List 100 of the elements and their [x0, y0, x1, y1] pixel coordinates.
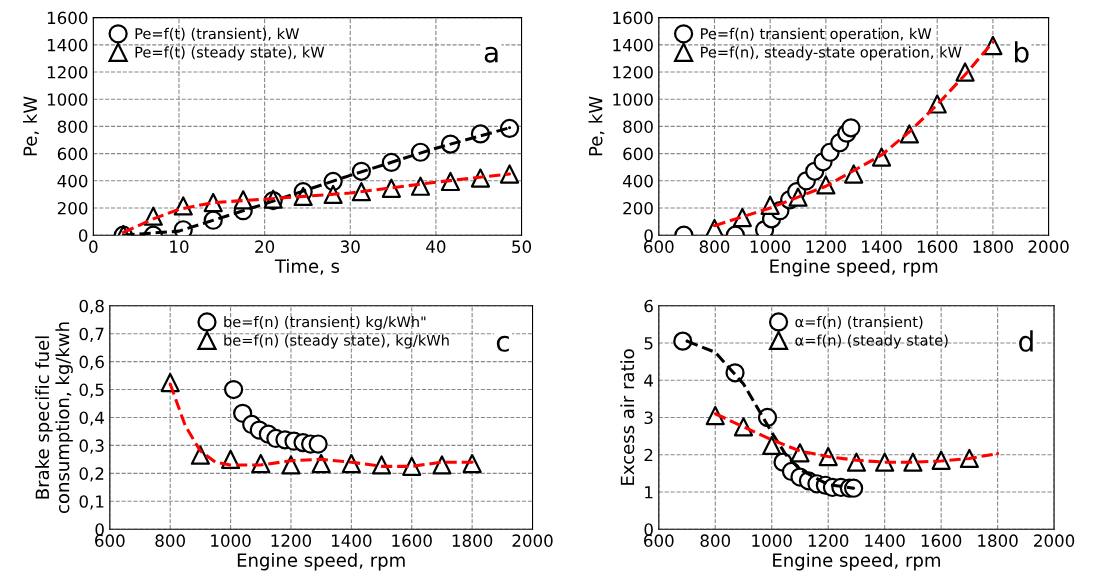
- y-tick-label: 0,1: [79, 495, 104, 510]
- y-axis-title: Pe, kW: [588, 96, 605, 156]
- point: [762, 435, 782, 456]
- point: [381, 178, 401, 198]
- x-tick-label: 1200: [806, 240, 846, 253]
- y-tick-label: 1600: [613, 11, 653, 25]
- x-tick-label: 800: [155, 534, 185, 547]
- point: [875, 452, 895, 472]
- x-tick-label: 1600: [392, 534, 432, 547]
- point: [223, 379, 244, 400]
- y-tick-label: 0,3: [79, 439, 104, 454]
- point: [168, 382, 172, 386]
- x-tick-label: 1800: [978, 534, 1018, 547]
- point: [508, 172, 512, 176]
- y-tick-label: 800: [57, 120, 88, 133]
- x-tick-label: 2000: [512, 534, 553, 547]
- x-tick-label: 1000: [752, 534, 792, 547]
- point: [673, 331, 693, 351]
- point: [402, 456, 422, 476]
- x-tick-label: 30: [340, 240, 360, 253]
- y-tick-label: 200: [623, 201, 653, 215]
- x-axis-title: Engine speed, rpm: [770, 258, 938, 277]
- x-tick-label: 800: [699, 240, 730, 253]
- y-tick-label: 0: [95, 523, 104, 536]
- annotation: c: [496, 335, 509, 352]
- y-tick-label: 0: [78, 229, 88, 242]
- x-tick-label: 10: [170, 240, 189, 253]
- legend-label: Pe=f(n), steady-state operation, kW: [701, 46, 962, 61]
- legend-label: α=f(n) (transient): [795, 315, 923, 329]
- point: [841, 118, 861, 138]
- point: [844, 478, 864, 498]
- point: [432, 455, 452, 475]
- y-tick-label: 0,5: [79, 383, 104, 398]
- legend-label: α=f(n) (steady state): [795, 334, 948, 349]
- x-tick-label: 2000: [1028, 240, 1069, 253]
- legend-label: Pe=f(t) (transient), kW: [135, 27, 299, 41]
- y-tick-label: 5: [644, 337, 653, 350]
- x-tick-label: 1000: [750, 240, 791, 253]
- annotation: b: [1015, 41, 1029, 63]
- y-tick-label: 4: [644, 374, 653, 387]
- point: [991, 40, 995, 44]
- y-tick-label: 400: [57, 174, 88, 188]
- y-tick-label: 0: [644, 229, 653, 242]
- annotation: a: [484, 46, 498, 63]
- x-tick-label: 40: [426, 240, 446, 253]
- y-tick-label: 1: [645, 486, 653, 499]
- x-tick-label: 1000: [211, 534, 251, 547]
- x-tick-label: 1600: [917, 240, 958, 253]
- y-tick-label: 0,6: [79, 355, 104, 370]
- x-tick-label: 1600: [921, 534, 962, 547]
- point: [462, 453, 482, 474]
- point: [281, 455, 301, 475]
- x-tick-label: 2000: [1034, 534, 1075, 547]
- x-axis-title: Time, s: [274, 258, 340, 275]
- y-tick-label: 6: [644, 299, 653, 313]
- legend-label: be=f(n) (steady state), kg/kWh: [224, 334, 449, 349]
- y-tick-label: 200: [57, 201, 88, 215]
- y-tick-label: 0,8: [79, 299, 104, 315]
- y-tick-label: 400: [622, 174, 653, 188]
- x-axis-title: Engine speed, rpm: [237, 552, 405, 571]
- y-tick-label: 0: [644, 523, 653, 536]
- x-tick-label: 1200: [271, 534, 312, 547]
- y-tick-label: 600: [623, 147, 653, 161]
- point: [410, 176, 431, 196]
- x-tick-label: 20: [255, 240, 275, 253]
- point: [470, 460, 474, 464]
- x-tick-label: 1800: [452, 534, 493, 547]
- point: [903, 452, 923, 472]
- point: [852, 486, 856, 490]
- y-tick-label: 1200: [613, 65, 653, 79]
- y-tick-label: 600: [57, 147, 88, 161]
- point: [508, 126, 512, 130]
- point: [351, 182, 372, 202]
- x-tick-label: 600: [95, 534, 125, 547]
- y-tick-label: 1000: [47, 93, 88, 106]
- legend-label: be=f(n) (transient) kg/kWh": [224, 315, 426, 331]
- x-tick-label: 1400: [862, 240, 902, 253]
- y-tick-label: 0,4: [79, 411, 104, 426]
- annotation: d: [1019, 330, 1033, 352]
- y-tick-label: 2: [644, 448, 653, 462]
- legend-label: Pe=f(n) transient operation, kW: [701, 27, 932, 42]
- y-tick-label: 0,2: [79, 467, 104, 482]
- y-axis-title: Excess air ratio: [620, 349, 635, 485]
- point: [311, 453, 331, 474]
- x-tick-label: 1800: [973, 240, 1014, 253]
- y-tick-label: 800: [623, 120, 653, 133]
- point: [308, 434, 328, 454]
- point: [713, 412, 717, 416]
- y-tick-label: 1200: [47, 65, 88, 79]
- legend-label: Pe=f(t) (steady state), kW: [135, 46, 325, 61]
- y-tick-label: 0,7: [79, 327, 104, 342]
- x-tick-label: 1200: [808, 534, 849, 547]
- point: [996, 452, 1000, 456]
- y-axis-title: Pe, kW: [23, 96, 39, 156]
- x-tick-label: 50: [512, 240, 532, 253]
- y-tick-label: 1400: [613, 38, 653, 52]
- y-tick-label: 1600: [47, 11, 88, 25]
- y-tick-label: 3: [644, 411, 653, 425]
- y-axis-title: Brake specific fuel consumption, kg/kwh: [35, 322, 73, 514]
- point: [732, 207, 752, 228]
